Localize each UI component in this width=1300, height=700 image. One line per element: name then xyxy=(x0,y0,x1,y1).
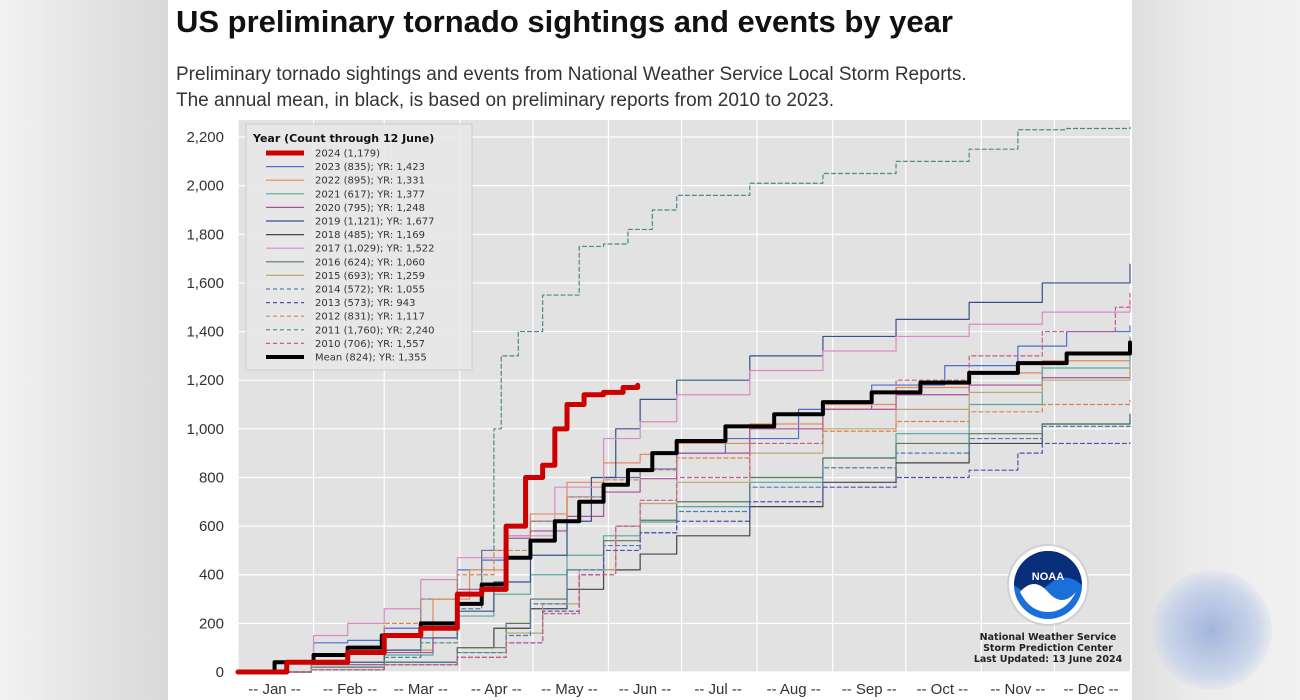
legend-label: 2015 (693); YR: 1,259 xyxy=(315,271,425,282)
y-tick-label: 200 xyxy=(199,615,224,632)
legend-box xyxy=(245,123,473,371)
x-tick-label: -- Nov -- xyxy=(990,681,1045,698)
credit-line-2: Storm Prediction Center xyxy=(983,643,1113,654)
legend-label: 2022 (895); YR: 1,331 xyxy=(315,176,425,187)
series-line xyxy=(237,292,1131,673)
series-layer xyxy=(235,126,1132,675)
series-line xyxy=(237,263,1131,673)
x-tick-label: -- Aug -- xyxy=(767,681,821,698)
y-axis-ticks: 0 200 400 600 800 1,000 1,200 1,400 1,600 1,800 2,… xyxy=(186,129,224,681)
y-tick-label: 400 xyxy=(199,567,224,584)
legend: Year (Count through 12 June) 2024 (1,179… xyxy=(245,123,473,371)
page-title: US preliminary tornado sightings and eve… xyxy=(176,4,953,39)
series-line xyxy=(237,126,1131,673)
legend-label: 2020 (795); YR: 1,248 xyxy=(315,203,425,214)
legend-label: 2021 (617); YR: 1,377 xyxy=(315,189,425,200)
y-tick-label: 800 xyxy=(199,469,224,486)
background-left xyxy=(0,0,168,700)
legend-label: 2011 (1,760); YR: 2,240 xyxy=(315,325,435,336)
noaa-logo-icon: NOAA xyxy=(1007,544,1089,626)
page-subtitle: Preliminary tornado sightings and events… xyxy=(176,62,1126,114)
y-tick-label: 2,200 xyxy=(186,129,224,146)
x-axis-ticks: -- Jan -- -- Feb -- -- Mar -- -- Apr -- -- M… xyxy=(248,681,1118,698)
background-right xyxy=(1132,0,1300,700)
x-tick-label: -- Oct -- xyxy=(917,681,969,698)
legend-label: 2019 (1,121); YR: 1,677 xyxy=(315,217,435,228)
y-tick-label: 1,200 xyxy=(186,372,224,389)
logo-top xyxy=(1014,551,1082,593)
chart-panel: US preliminary tornado sightings and eve… xyxy=(168,0,1132,700)
series-line xyxy=(235,382,641,675)
x-tick-label: -- May -- xyxy=(541,681,598,698)
legend-label: 2024 (1,179) xyxy=(315,149,380,160)
y-tick-label: 1,400 xyxy=(186,324,224,341)
series-line xyxy=(237,442,1131,673)
x-tick-label: -- Sep -- xyxy=(842,681,897,698)
x-tick-label: -- Jun -- xyxy=(619,681,672,698)
x-tick-label: -- Mar -- xyxy=(394,681,448,698)
legend-label: 2014 (572); YR: 1,055 xyxy=(315,285,425,296)
x-tick-label: -- Jul -- xyxy=(694,681,742,698)
legend-title: Year (Count through 12 June) xyxy=(252,132,434,145)
legend-label: 2010 (706); YR: 1,557 xyxy=(315,339,425,350)
tornado-line-chart: 0 200 400 600 800 1,000 1,200 1,400 1,600 1,800 2,… xyxy=(186,120,1132,698)
credit-line-1: National Weather Service xyxy=(980,632,1117,643)
subtitle-line-1: Preliminary tornado sightings and events… xyxy=(176,64,967,85)
y-tick-label: 1,600 xyxy=(186,275,224,292)
x-tick-label: -- Apr -- xyxy=(471,681,522,698)
legend-label: 2018 (485); YR: 1,169 xyxy=(315,230,425,241)
logo-text: NOAA xyxy=(1032,571,1064,583)
y-tick-label: 0 xyxy=(216,664,224,681)
logo-bird xyxy=(1020,584,1076,612)
legend-label: 2017 (1,029); YR: 1,522 xyxy=(315,244,435,255)
x-tick-label: -- Feb -- xyxy=(323,681,377,698)
background-blur xyxy=(1152,570,1272,690)
x-tick-label: -- Jan -- xyxy=(248,681,301,698)
y-tick-label: 600 xyxy=(199,518,224,535)
legend-label: 2013 (573); YR: 943 xyxy=(315,298,415,309)
legend-items: 2024 (1,179) 2023 (835); YR: 1,423 2022 (8… xyxy=(266,149,435,364)
y-tick-label: 1,800 xyxy=(186,226,224,243)
y-tick-label: 2,000 xyxy=(186,178,224,195)
credit-line-3: Last Updated: 13 June 2024 xyxy=(974,654,1123,665)
legend-label: 2012 (831); YR: 1,117 xyxy=(315,312,425,323)
subtitle-line-2: The annual mean, in black, is based on p… xyxy=(176,90,834,111)
legend-label: 2023 (835); YR: 1,423 xyxy=(315,162,425,173)
legend-label: 2016 (624); YR: 1,060 xyxy=(315,257,425,268)
legend-label: Mean (824); YR: 1,355 xyxy=(315,353,427,364)
x-tick-label: -- Dec -- xyxy=(1064,681,1119,698)
y-tick-label: 1,000 xyxy=(186,421,224,438)
